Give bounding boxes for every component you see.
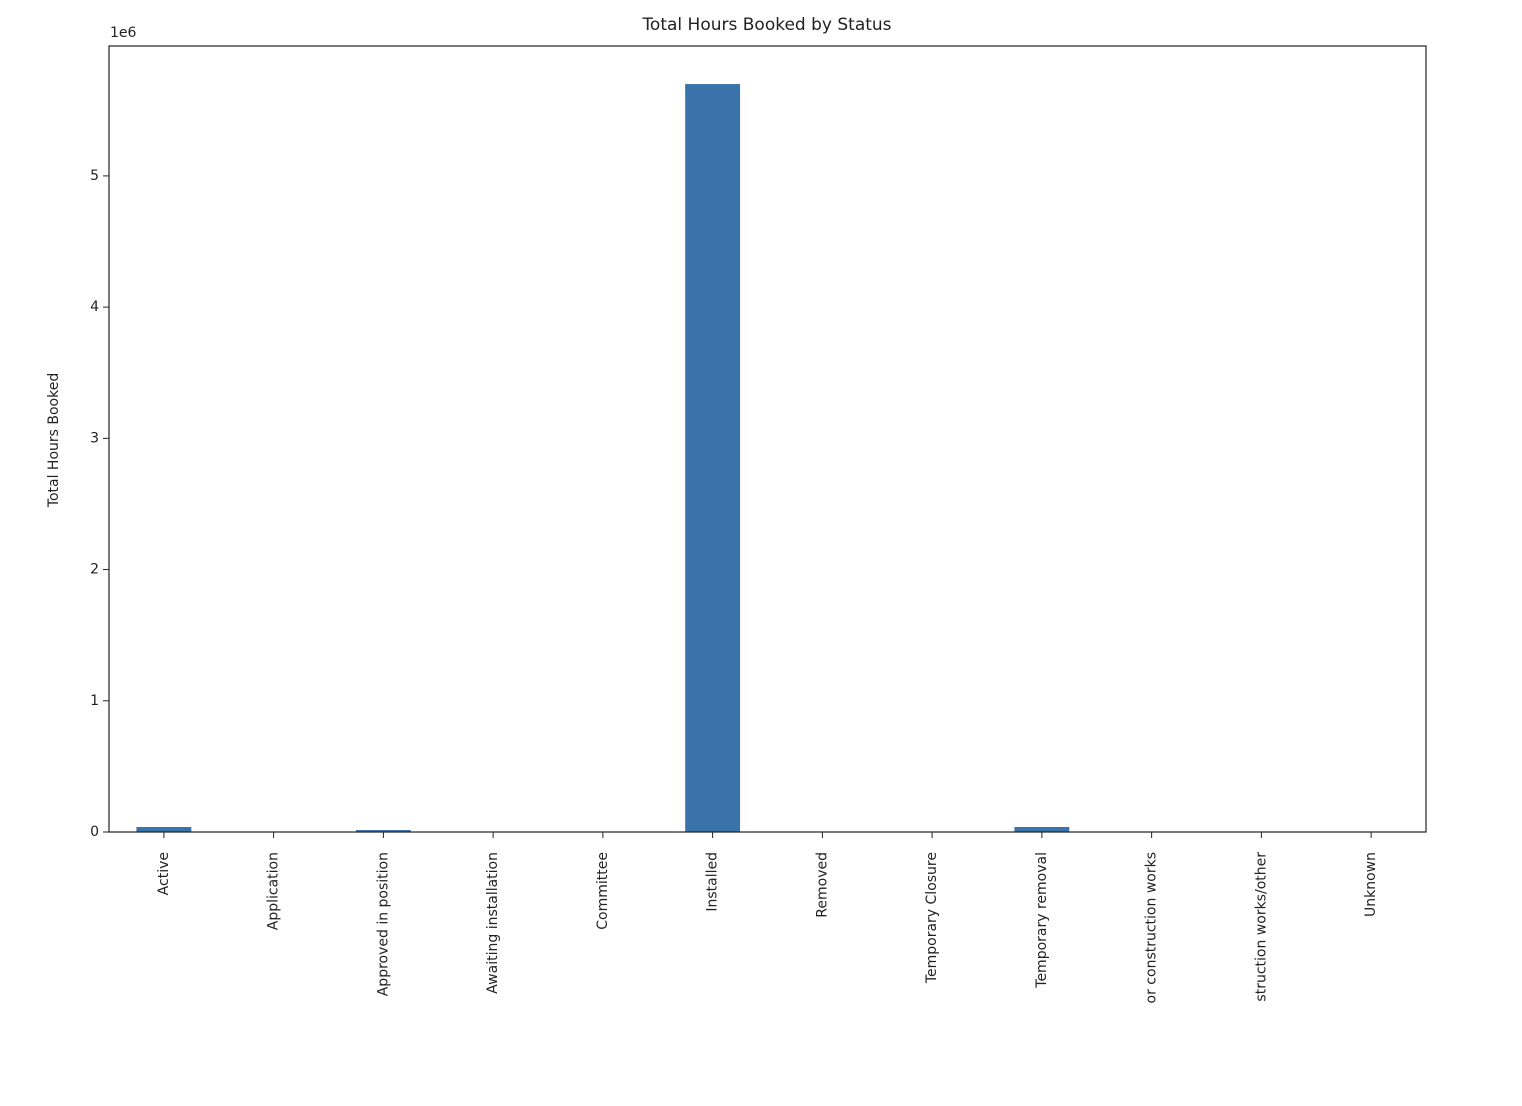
y-tick-label: 3 <box>90 430 99 446</box>
bar <box>1014 827 1070 832</box>
y-tick-label: 5 <box>90 168 99 184</box>
x-tick-label: Unknown <box>1363 852 1379 917</box>
x-tick-label: Active <box>156 852 172 895</box>
x-tick-label: or construction works <box>1144 852 1160 1003</box>
x-tick-label: struction works/other <box>1253 852 1269 1002</box>
x-tick-label: Installed <box>705 852 721 912</box>
x-tick-label: Committee <box>595 852 611 930</box>
x-tick-label: Approved in position <box>375 852 391 996</box>
bar <box>355 830 411 832</box>
x-tick-label: Application <box>266 852 282 930</box>
bar <box>685 84 741 833</box>
x-tick-label: Removed <box>814 852 830 918</box>
y-offset-label: 1e6 <box>110 25 137 41</box>
y-tick-label: 0 <box>90 824 99 840</box>
y-tick-label: 1 <box>90 693 99 709</box>
y-axis-label: Total Hours Booked <box>46 373 62 508</box>
x-tick-label: Temporary removal <box>1034 852 1050 989</box>
bar <box>136 827 192 832</box>
x-tick-label: Awaiting installation <box>485 852 501 994</box>
y-tick-label: 4 <box>90 299 99 315</box>
x-tick-label: Temporary Closure <box>924 852 940 984</box>
plot-frame <box>108 45 1427 833</box>
chart-title: Total Hours Booked by Status <box>641 15 891 35</box>
y-tick-label: 2 <box>90 562 99 578</box>
